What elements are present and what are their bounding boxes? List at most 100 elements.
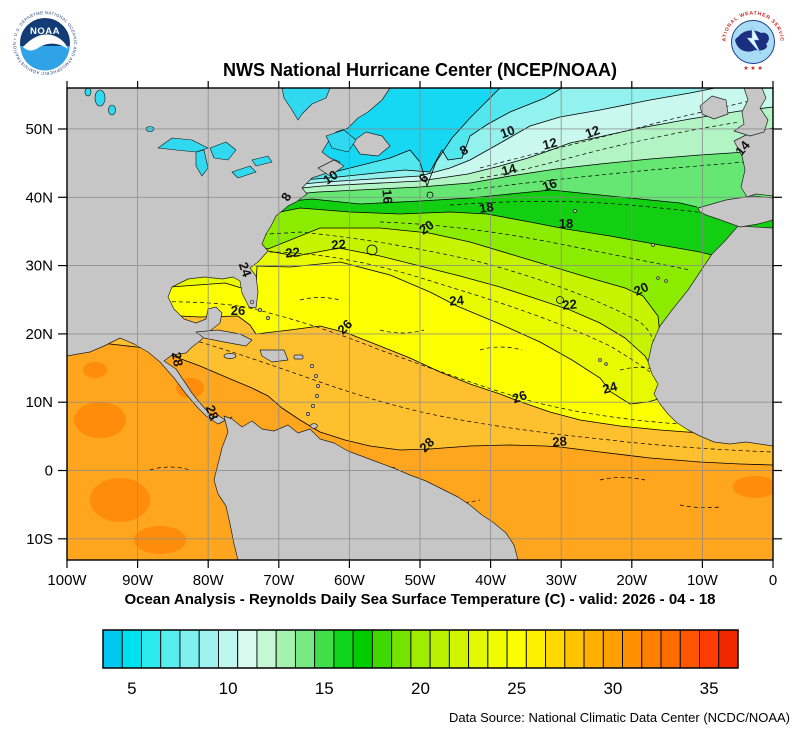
x-tick-label: 100W [47, 572, 87, 589]
colorbar-cell [583, 629, 604, 669]
contour-label: 20 [631, 279, 650, 299]
lesser-antilles [306, 364, 320, 429]
atlantic-islands [573, 209, 668, 366]
colorbar-cell [429, 629, 450, 669]
colorbar-tick-label: 15 [315, 679, 334, 698]
colorbar-cell [468, 629, 489, 669]
temperature-colorbar: 5 10 15 20 25 30 35 [102, 629, 739, 698]
noaa-seagull-icon [23, 34, 68, 51]
x-tick-label: 70W [263, 572, 295, 589]
colorbar-cell [371, 629, 393, 669]
land-masses [67, 88, 773, 560]
jamaica [223, 353, 237, 359]
colorbar-cell [660, 629, 681, 669]
colorbar-cell [718, 629, 739, 669]
map-canvas [67, 88, 773, 560]
colorbar-cell [333, 629, 354, 669]
hispaniola [259, 349, 289, 363]
colorbar-tick-label: 30 [603, 679, 622, 698]
colorbar-cell [314, 629, 335, 669]
contour-label: 18 [478, 199, 494, 216]
y-tick-label: 30N [25, 258, 53, 275]
x-tick-label: 80W [193, 572, 225, 589]
gulf-of-st-lawrence [325, 129, 357, 153]
x-tick-label: 50W [405, 572, 437, 589]
y-tick-label: 40N [25, 189, 53, 206]
y-tick-label: 10S [26, 531, 53, 548]
contour-label: 22 [285, 244, 301, 260]
colorbar-cell [141, 629, 162, 669]
contour-label: 10 [498, 122, 517, 141]
graticule [67, 88, 773, 560]
colorbar-cell [622, 629, 643, 669]
colorbar-tick-label: 20 [411, 679, 430, 698]
lake-huron [209, 141, 237, 161]
noaa-globe-lower [20, 46, 70, 71]
x-tick-label: 90W [122, 572, 154, 589]
colorbar-cell [160, 629, 181, 669]
nova-scotia [317, 159, 345, 177]
colorbar-cell [410, 629, 431, 669]
y-tick-label: 20N [25, 326, 53, 343]
contour-label: 20 [416, 217, 436, 238]
lightning-bolt-icon [746, 26, 762, 55]
colorbar-cell [545, 629, 566, 669]
colorbar-cell [641, 629, 662, 669]
map-caption: Ocean Analysis - Reynolds Daily Sea Surf… [124, 591, 715, 608]
colorbar-cell [679, 629, 700, 669]
contour-label: 26 [510, 387, 529, 406]
contour-label: 14 [500, 160, 519, 178]
colorbar-border [102, 629, 739, 669]
colorbar-cell [256, 629, 277, 669]
page-title: NWS National Hurricane Center (NCEP/NOAA… [223, 60, 617, 80]
colorbar-cell [487, 629, 508, 669]
great-britain [733, 88, 769, 137]
x-tick-label: 30W [546, 572, 578, 589]
contour-label: 28 [169, 351, 186, 368]
contour-label: 24 [236, 260, 255, 279]
south-america [213, 415, 519, 560]
colorbar-tick-label: 35 [700, 679, 719, 698]
contour-label: 28 [203, 403, 222, 422]
colorbar-cell [121, 629, 142, 669]
contour-label: 28 [552, 433, 568, 449]
hudson-bay [281, 88, 331, 121]
colorbar-tick-label: 25 [507, 679, 526, 698]
contour-label: 16 [379, 189, 395, 205]
lake-michigan [195, 149, 209, 177]
x-tick-label: 0 [769, 572, 777, 589]
colorbar-cell [352, 629, 373, 669]
colorbar-cell [102, 629, 123, 669]
colorbar-cell [699, 629, 720, 669]
colorbar-tick-label: 10 [219, 679, 238, 698]
nws-logo: NATIONAL WEATHER SERVICE ★ ★ ★ [720, 9, 786, 75]
colorbar-cell [218, 629, 239, 669]
contour-label: 26 [231, 303, 245, 318]
colorbar-cell [294, 629, 316, 669]
noaa-logo: NATIONAL OCEANIC AND ATMOSPHERIC ADMINIS… [11, 9, 79, 77]
newfoundland [351, 131, 391, 157]
colorbar-cell [198, 629, 219, 669]
lake-winnipeg [94, 89, 106, 107]
contour-label: 22 [562, 296, 578, 312]
contour-label: 22 [331, 236, 347, 252]
colorbar-tick-label: 5 [127, 679, 136, 698]
data-source-note: Data Source: National Climatic Data Cent… [449, 710, 790, 725]
y-tick-label: 10N [25, 394, 53, 411]
colorbar-cell [525, 629, 547, 669]
contour-label: 12 [541, 135, 559, 153]
contour-label: 18 [559, 216, 573, 231]
puerto-rico [293, 354, 304, 360]
x-tick-label: 40W [475, 572, 507, 589]
y-tick-label: 0 [45, 463, 53, 480]
contour-label: 24 [601, 378, 620, 396]
colorbar-cell [275, 629, 296, 669]
colorbar-cell [602, 629, 623, 669]
colorbar-cell [391, 629, 412, 669]
x-tick-label: 60W [334, 572, 366, 589]
contour-label: 12 [583, 122, 602, 141]
x-tick-label: 10W [687, 572, 719, 589]
colorbar-cell [179, 629, 200, 669]
north-america [67, 88, 391, 425]
